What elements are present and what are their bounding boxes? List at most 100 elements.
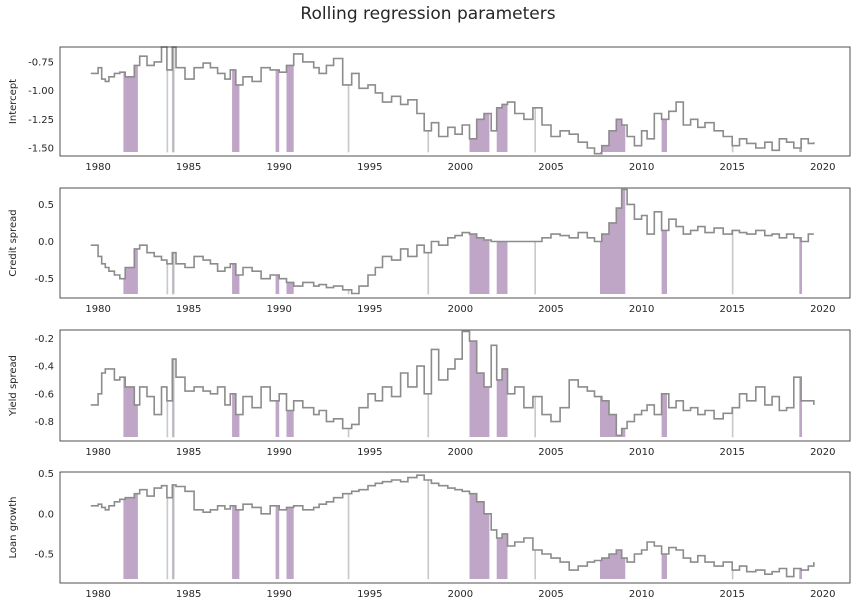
shaded-period-9 bbox=[469, 234, 490, 294]
shaded-period-4 bbox=[232, 263, 240, 294]
shaded-period-15 bbox=[799, 237, 802, 294]
shaded-period-13 bbox=[661, 393, 667, 437]
shaded-period-9 bbox=[469, 341, 490, 437]
shaded-period-15 bbox=[799, 568, 802, 579]
shaded-period-2 bbox=[166, 400, 169, 438]
shaded-period-11 bbox=[534, 241, 536, 295]
shaded-period-11 bbox=[534, 396, 536, 438]
shaded-period-1 bbox=[123, 248, 138, 294]
shaded-period-10 bbox=[496, 533, 508, 579]
x-tick-label: 2020 bbox=[810, 304, 835, 315]
shaded-period-8 bbox=[427, 252, 430, 295]
y-tick-label: 0.0 bbox=[38, 237, 54, 248]
shaded-period-9 bbox=[469, 493, 490, 579]
shaded-period-11 bbox=[534, 549, 536, 580]
y-tick-label: -0.5 bbox=[34, 550, 54, 561]
shaded-period-13 bbox=[661, 554, 667, 579]
x-tick-label: 2000 bbox=[448, 162, 473, 173]
x-tick-label: 2010 bbox=[629, 162, 654, 173]
x-tick-label: 2020 bbox=[810, 589, 835, 600]
x-tick-label: 2015 bbox=[719, 162, 744, 173]
shaded-period-2 bbox=[166, 263, 169, 295]
shaded-period-12 bbox=[600, 550, 626, 579]
shaded-period-1 bbox=[123, 493, 138, 579]
x-tick-label: 1985 bbox=[176, 589, 201, 600]
shaded-period-7 bbox=[347, 428, 350, 438]
x-tick-label: 1990 bbox=[266, 589, 291, 600]
shaded-period-5 bbox=[275, 505, 280, 579]
x-tick-label: 2010 bbox=[629, 447, 654, 458]
shaded-period-14 bbox=[731, 569, 734, 580]
series-line bbox=[90, 188, 814, 295]
shaded-period-8 bbox=[427, 393, 430, 438]
x-tick-label: 2000 bbox=[448, 589, 473, 600]
x-tick-label: 1995 bbox=[357, 304, 382, 315]
shaded-period-14 bbox=[731, 145, 734, 153]
x-tick-label: 2020 bbox=[810, 162, 835, 173]
x-tick-label: 2005 bbox=[538, 162, 563, 173]
x-tick-label: 2015 bbox=[719, 447, 744, 458]
y-axis-label: Credit spread bbox=[8, 209, 19, 276]
y-tick-label: -0.4 bbox=[34, 362, 54, 373]
x-tick-label: 2010 bbox=[629, 589, 654, 600]
panel-1: 1980 1985 1990 1995 2000 2005 2010 2015 2020 -0.7… bbox=[8, 46, 851, 173]
shaded-period-10 bbox=[496, 104, 508, 152]
x-tick-label: 2005 bbox=[538, 447, 563, 458]
series-line bbox=[90, 330, 815, 437]
shaded-period-4 bbox=[232, 69, 240, 152]
x-tick-label: 2020 bbox=[810, 447, 835, 458]
series-line bbox=[90, 46, 815, 155]
shaded-period-8 bbox=[427, 479, 430, 580]
x-tick-label: 1995 bbox=[357, 447, 382, 458]
x-tick-label: 1985 bbox=[176, 304, 201, 315]
x-tick-label: 1985 bbox=[176, 447, 201, 458]
y-tick-label: -0.75 bbox=[28, 57, 54, 68]
x-tick-label: 1980 bbox=[85, 447, 110, 458]
y-tick-label: -0.5 bbox=[34, 274, 54, 285]
shaded-period-7 bbox=[347, 493, 350, 580]
x-tick-label: 2010 bbox=[629, 304, 654, 315]
shaded-period-3 bbox=[171, 484, 175, 580]
x-tick-label: 1980 bbox=[85, 589, 110, 600]
shaded-period-8 bbox=[427, 130, 430, 153]
shaded-period-1 bbox=[123, 65, 138, 152]
y-tick-label: -0.8 bbox=[34, 417, 54, 428]
shaded-period-5 bbox=[275, 69, 280, 152]
x-tick-label: 2015 bbox=[719, 589, 744, 600]
shaded-period-2 bbox=[166, 497, 169, 580]
panel-2: 1980 1985 1990 1995 2000 2005 2010 2015 2020 0.5 0… bbox=[8, 187, 851, 315]
axes-frame bbox=[59, 46, 851, 157]
shaded-period-10 bbox=[496, 241, 508, 294]
y-axis-label: Loan growth bbox=[8, 497, 19, 559]
figure-title: Rolling regression parameters bbox=[300, 4, 556, 24]
axes-frame bbox=[59, 471, 851, 584]
x-tick-label: 2015 bbox=[719, 304, 744, 315]
x-tick-label: 2005 bbox=[538, 589, 563, 600]
y-axis-label: Yield spread bbox=[8, 355, 19, 417]
y-tick-label: 0.0 bbox=[38, 509, 54, 520]
y-tick-label: -0.6 bbox=[34, 389, 54, 400]
y-tick-label: 0.5 bbox=[38, 469, 54, 480]
y-tick-label: -0.2 bbox=[34, 334, 54, 345]
x-tick-label: 2000 bbox=[448, 304, 473, 315]
x-tick-label: 1980 bbox=[85, 162, 110, 173]
shaded-period-6 bbox=[286, 282, 294, 294]
x-tick-label: 1995 bbox=[357, 589, 382, 600]
x-tick-label: 2005 bbox=[538, 304, 563, 315]
shaded-period-4 bbox=[232, 505, 240, 579]
y-tick-label: 0.5 bbox=[38, 200, 54, 211]
shaded-period-2 bbox=[166, 69, 169, 153]
x-tick-label: 1990 bbox=[266, 162, 291, 173]
series-line bbox=[90, 474, 815, 578]
shaded-period-13 bbox=[661, 119, 667, 152]
x-tick-label: 1980 bbox=[85, 304, 110, 315]
axes-frame bbox=[59, 329, 851, 442]
shaded-period-12 bbox=[600, 396, 626, 437]
shaded-period-10 bbox=[496, 368, 508, 437]
shaded-period-6 bbox=[286, 507, 294, 579]
x-tick-label: 1990 bbox=[266, 447, 291, 458]
y-tick-label: -1.25 bbox=[28, 115, 54, 126]
shaded-period-12 bbox=[600, 119, 626, 154]
shaded-period-13 bbox=[661, 230, 667, 294]
